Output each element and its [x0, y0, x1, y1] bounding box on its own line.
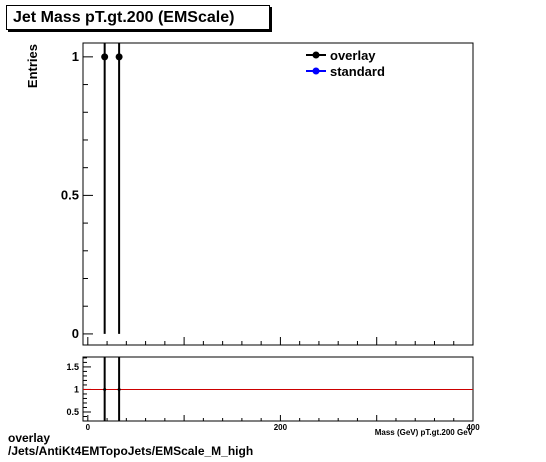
ratio-y-tick-label: 1: [74, 384, 79, 394]
ratio-y-tick-label: 1.5: [66, 362, 79, 372]
legend-label: overlay: [330, 48, 376, 63]
footer-line-2: /Jets/AntiKt4EMTopoJets/EMScale_M_high: [8, 444, 254, 458]
legend-marker: [312, 51, 320, 59]
x-tick-label: 400: [466, 423, 480, 432]
main-plot-frame: [82, 42, 474, 346]
x-axis-label: Mass (GeV) pT.gt.200 GeV: [375, 428, 474, 437]
ratio-data-point: [117, 387, 121, 391]
y-tick-label: 0.5: [61, 187, 79, 202]
data-point: [115, 53, 123, 61]
y-tick-label: 0: [72, 326, 79, 341]
chart-title: Jet Mass pT.gt.200 (EMScale): [13, 9, 235, 26]
legend-marker: [312, 67, 320, 75]
title-box: Jet Mass pT.gt.200 (EMScale): [6, 5, 270, 30]
data-point: [101, 53, 109, 61]
x-tick-label: 200: [274, 423, 288, 432]
ratio-data-point: [103, 387, 107, 391]
footer: overlay /Jets/AntiKt4EMTopoJets/EMScale_…: [8, 432, 253, 458]
ratio-y-tick-label: 0.5: [66, 407, 79, 417]
legend-label: standard: [330, 64, 385, 79]
x-tick-label: 0: [86, 423, 91, 432]
y-axis-label: Entries: [25, 44, 40, 88]
footer-line-1: overlay: [8, 431, 51, 445]
y-tick-label: 1: [72, 49, 79, 64]
